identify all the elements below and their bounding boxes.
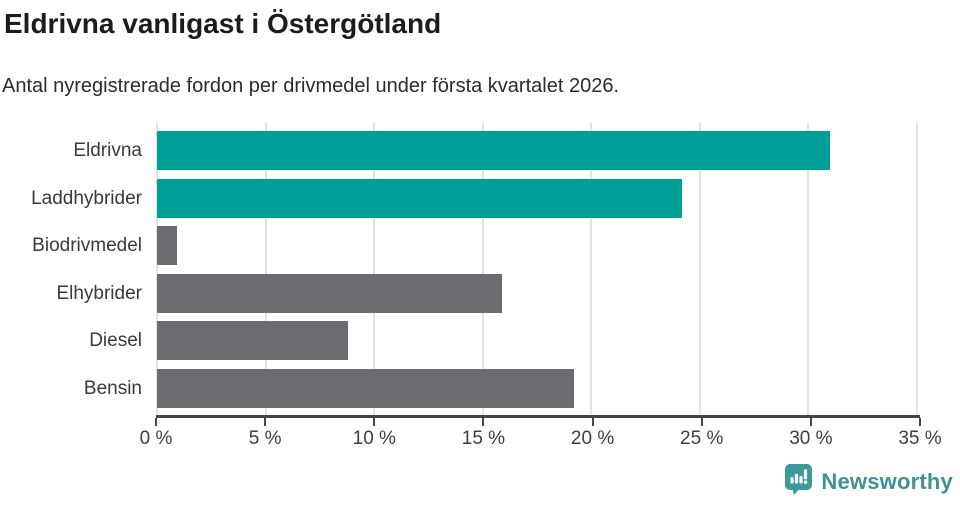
axis-tick-label: 10 %	[352, 428, 396, 449]
axis-tick-label: 20 %	[570, 428, 615, 449]
axis-tick-label: 30 %	[789, 428, 833, 449]
bar-laddhybrider	[157, 178, 683, 218]
axis-tick	[700, 418, 703, 426]
bar-diesel	[157, 321, 349, 360]
gridline	[590, 123, 593, 415]
gridline	[156, 123, 158, 415]
axis-tick	[591, 418, 594, 426]
axis-tick-label: 25 %	[680, 428, 724, 449]
gridline	[481, 123, 484, 415]
axis-tick	[155, 418, 157, 426]
category-label-bensin: Bensin	[83, 377, 142, 399]
category-label-elhybrider: Elhybrider	[56, 282, 142, 304]
bar-eldrivna	[157, 131, 831, 170]
brand-name: Newsworthy	[821, 469, 953, 494]
category-label-eldrivna: Eldrivna	[73, 140, 142, 161]
category-label-diesel: Diesel	[89, 330, 142, 351]
category-label-laddhybrider: Laddhybrider	[31, 187, 142, 209]
gridline	[373, 123, 376, 415]
chart-subtitle: Antal nyregistrerade fordon per drivmede…	[2, 75, 620, 98]
gridline	[807, 123, 810, 415]
category-label-biodrivmedel: Biodrivmedel	[32, 235, 142, 256]
gridline	[698, 123, 701, 415]
brand-footer: Newsworthy	[785, 464, 953, 500]
gridline	[264, 123, 267, 415]
axis-tick	[373, 418, 376, 426]
axis-tick-label: 5 %	[248, 428, 282, 449]
axis-tick	[809, 418, 812, 426]
axis-tick	[482, 418, 485, 426]
bar-elhybrider	[157, 273, 503, 313]
axis-tick	[264, 418, 267, 426]
x-axis: 0 % 5 % 10 % 15 % 20 % 25 % 30 % 35 %	[140, 415, 942, 457]
axis-tick-label: 35 %	[898, 428, 942, 449]
bar-biodrivmedel	[157, 226, 177, 265]
axis-tick-label: 0 %	[139, 428, 173, 449]
gridline	[916, 123, 918, 415]
bar-bensin	[157, 368, 574, 408]
newsworthy-logo-icon	[785, 464, 813, 500]
bar-chart: Eldrivna Laddhybrider Biodrivmedel Elhybrid…	[0, 123, 960, 457]
plot-area: Eldrivna Laddhybrider Biodrivmedel Elhybrid…	[31, 123, 918, 415]
chart-title: Eldrivna vanligast i Östergötland	[4, 8, 442, 39]
axis-tick-label: 15 %	[461, 428, 506, 449]
axis-tick	[919, 418, 921, 426]
